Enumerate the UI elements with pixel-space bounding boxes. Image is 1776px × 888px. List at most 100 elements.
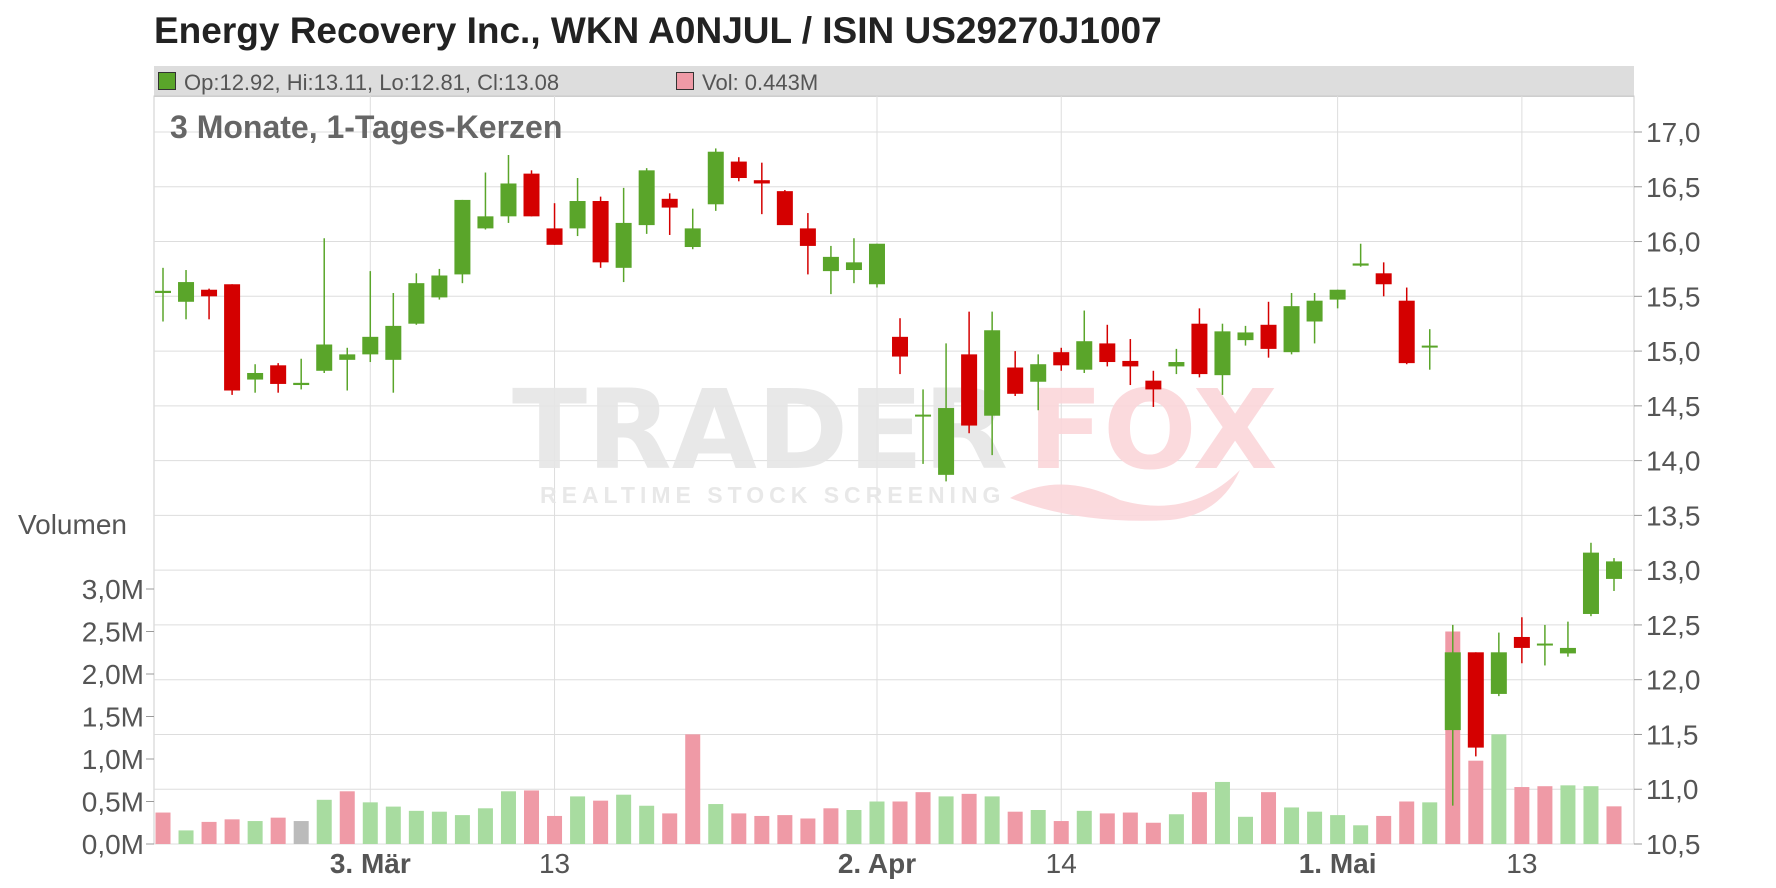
watermark-fox-tail [1010, 470, 1240, 521]
candle-body [224, 284, 241, 391]
candle-body [868, 243, 885, 285]
candle-body [1536, 643, 1553, 646]
candle-body [1237, 332, 1254, 341]
volume-bar [1191, 792, 1207, 844]
volume-tick-label: 1,5M [82, 702, 144, 733]
volume-bar [731, 813, 747, 844]
price-tick-label: 10,5 [1646, 829, 1701, 860]
price-tick-label: 16,0 [1646, 227, 1701, 258]
chart-subtitle: 3 Monate, 1-Tages-Kerzen [170, 109, 562, 145]
volume-bars [155, 631, 1622, 844]
candle-body [938, 408, 955, 475]
candle-body [431, 275, 448, 298]
chart-title: Energy Recovery Inc., WKN A0NJUL / ISIN … [154, 10, 1162, 51]
candle-body [1606, 561, 1622, 579]
candle-body [684, 228, 701, 248]
volume-bar [1261, 792, 1277, 844]
volume-bar [431, 811, 447, 844]
candle-body [845, 262, 862, 271]
candle-body [661, 198, 678, 208]
volume-tick-label: 2,0M [82, 659, 144, 690]
candle-body [1513, 636, 1530, 648]
candle-body [707, 151, 724, 205]
volume-bar [892, 801, 908, 844]
volume-bar [339, 791, 355, 844]
volume-bar [1237, 816, 1253, 844]
volume-bar [547, 815, 563, 844]
price-tick-label: 11,5 [1646, 719, 1698, 750]
date-tick-label: 1. Mai [1299, 848, 1377, 879]
volume-bar [915, 792, 931, 844]
volume-swatch [676, 72, 694, 90]
candle-body [1375, 273, 1392, 285]
price-tick-label: 12,5 [1646, 610, 1701, 641]
legend-bar: Op:12.92, Hi:13.11, Lo:12.81, Cl:13.08 V… [154, 66, 1634, 97]
candle-body [1214, 331, 1231, 376]
volume-bar [1537, 786, 1553, 844]
volume-bar [1491, 734, 1507, 844]
price-tick-label: 12,0 [1646, 665, 1701, 696]
ohlc-swatch [158, 72, 176, 90]
volume-bar [1583, 786, 1599, 844]
candle-body [984, 330, 1001, 416]
volume-bar [385, 806, 401, 844]
axes: 17,0 16,5 16,0 15,5 15,0 14,5 14,0 13,5 13,0 12,5… [82, 117, 1701, 879]
candle-body [753, 180, 770, 184]
candle-body [155, 290, 171, 294]
price-tick-label: 16,5 [1646, 172, 1701, 203]
candle-body [915, 414, 932, 417]
volume-bar [1007, 811, 1023, 844]
price-tick-label: 15,5 [1646, 281, 1701, 312]
volume-bar [178, 830, 194, 844]
volume-tick-label: 0,5M [82, 787, 144, 818]
candle-body [339, 354, 356, 360]
volume-bar [593, 800, 609, 844]
volume-bar [1468, 760, 1484, 844]
volume-bar [408, 810, 424, 844]
watermark: TRADER FOX REALTIME STOCK SCREENING [512, 366, 1278, 521]
candle-body [1559, 647, 1576, 654]
price-tick-label: 17,0 [1646, 117, 1701, 148]
volume-bar [754, 815, 770, 844]
candle-body [1398, 300, 1415, 364]
volume-bar [1514, 787, 1530, 844]
volume-bar [155, 812, 171, 844]
volume-bar [316, 799, 332, 844]
candle-body [408, 283, 425, 324]
volume-bar [1076, 810, 1092, 844]
price-tick-label: 14,5 [1646, 391, 1701, 422]
volume-bar [524, 790, 540, 844]
candles [155, 148, 1622, 806]
volume-bar [846, 810, 862, 844]
volume-bar [869, 801, 885, 844]
volume-bar [800, 818, 816, 844]
candle-body [1030, 364, 1047, 382]
volume-bar [1099, 813, 1115, 844]
volume-bar [477, 808, 493, 844]
price-tick-label: 14,0 [1646, 446, 1701, 477]
candle-body [1421, 345, 1438, 348]
candle-body [385, 325, 402, 360]
volume-bar [1330, 815, 1346, 844]
volume-bar [685, 734, 701, 844]
price-tick-label: 11,0 [1646, 774, 1698, 805]
candle-body [1191, 323, 1208, 375]
volume-bar [1307, 811, 1323, 844]
candle-body [1467, 652, 1484, 748]
volume-bar [938, 796, 954, 844]
candle-body [1076, 341, 1093, 370]
volume-bar [270, 817, 286, 844]
date-tick-label: 3. Mär [330, 848, 411, 879]
price-tick-label: 15,0 [1646, 336, 1701, 367]
price-tick-label: 13,0 [1646, 555, 1701, 586]
candle-body [1329, 289, 1346, 300]
candle-body [362, 336, 379, 355]
candle-body [1444, 652, 1461, 731]
candle-body [1053, 352, 1070, 366]
candle-body [178, 282, 195, 302]
volume-bar [823, 808, 839, 844]
date-tick-label: 2. Apr [838, 848, 916, 879]
candle-body [1260, 324, 1277, 349]
volume-tick-label: 2,5M [82, 617, 144, 648]
